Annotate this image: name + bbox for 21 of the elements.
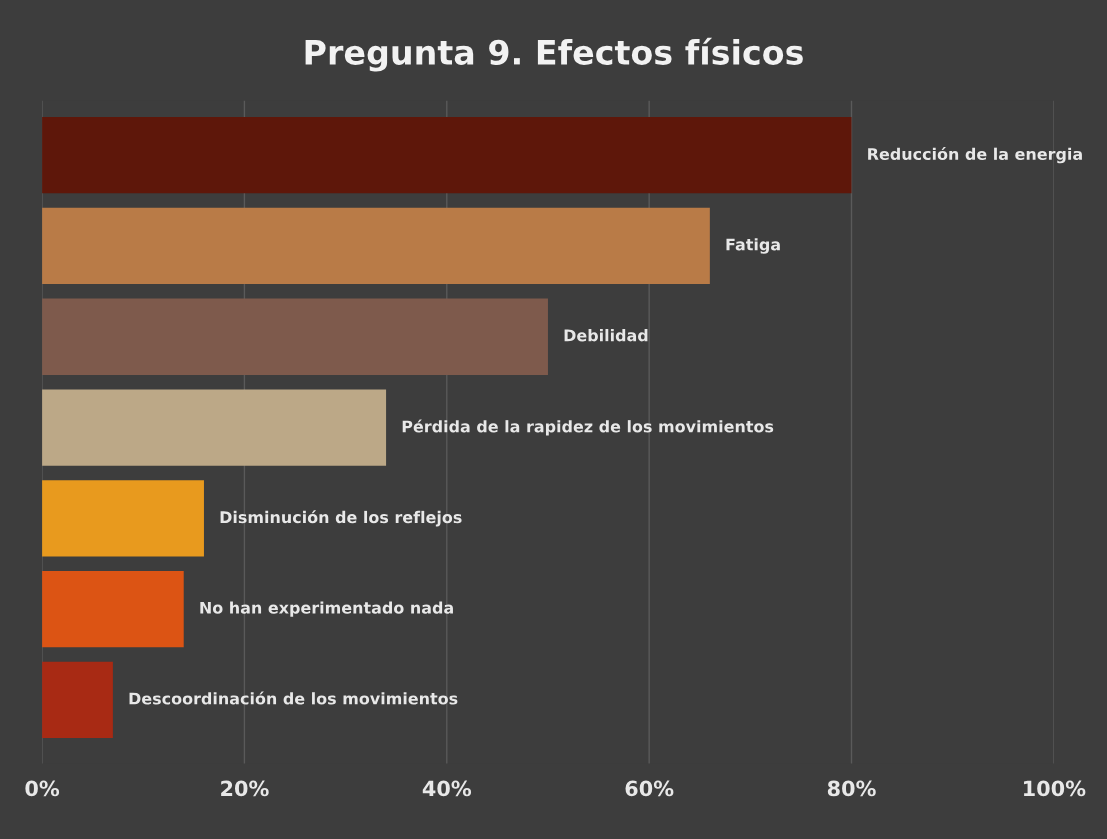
x-tick-label: 60% — [625, 780, 674, 797]
x-tick-label: 80% — [827, 780, 876, 797]
bar — [42, 117, 852, 194]
y-tick-label: Debilidad — [564, 329, 648, 342]
x-tick-label: 20% — [221, 780, 269, 797]
y-tick-label: Descoordinación de los movimientos — [129, 691, 458, 705]
bar — [42, 661, 113, 739]
y-tick-label: Disminución de los reflejos — [220, 510, 462, 527]
y-tick-label: Reducción de la energia — [868, 147, 1082, 164]
x-tick-label: 100% — [1024, 780, 1086, 797]
y-tick-label: Pérdida de la rapidez de los movimientos — [402, 419, 774, 436]
y-tick-label: Fatiga — [726, 238, 780, 254]
bar — [42, 571, 184, 648]
bar — [42, 480, 204, 557]
bar — [42, 298, 548, 375]
x-tick-label: 0% — [25, 780, 60, 797]
x-tick-label: 40% — [422, 780, 472, 797]
bar — [42, 389, 387, 466]
bar — [42, 207, 710, 285]
chart-title: Pregunta 9. Efectos físicos — [305, 37, 803, 72]
y-tick-label: No han experimentado nada — [200, 601, 453, 617]
